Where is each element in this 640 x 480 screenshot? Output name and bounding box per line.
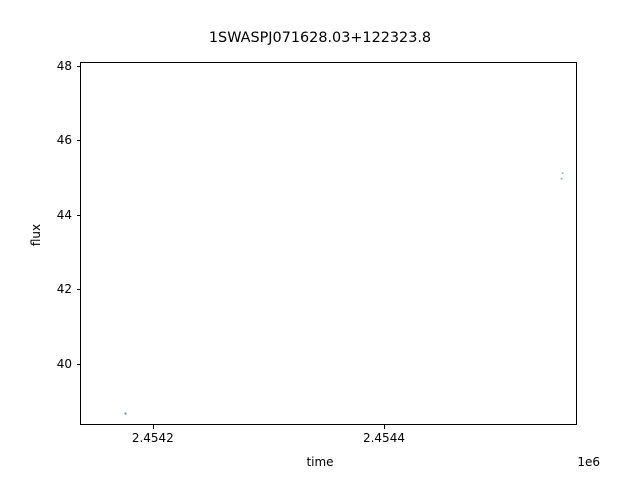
y-tick-mark	[76, 65, 80, 67]
y-tick-mark	[76, 363, 80, 365]
chart-title: 1SWASPJ071628.03+122323.8	[208, 30, 432, 46]
y-tick-label: 40	[56, 356, 72, 371]
x-tick-label: 2.4542	[131, 431, 174, 445]
y-tick-label: 42	[56, 282, 72, 297]
x-tick-label: 2.4544	[362, 431, 405, 445]
x-axis-label: time	[306, 455, 334, 469]
x-tick-mark	[383, 425, 385, 429]
scatter-points-layer	[81, 63, 576, 424]
y-tick-label: 44	[56, 207, 72, 222]
plot-axes	[80, 62, 577, 425]
x-axis-offset-text: 1e6	[577, 455, 600, 469]
x-tick-mark	[152, 425, 154, 429]
y-tick-label: 48	[56, 58, 72, 73]
y-tick-mark	[76, 289, 80, 291]
y-tick-label: 46	[56, 133, 72, 148]
y-tick-mark	[76, 214, 80, 216]
y-tick-mark	[76, 140, 80, 142]
